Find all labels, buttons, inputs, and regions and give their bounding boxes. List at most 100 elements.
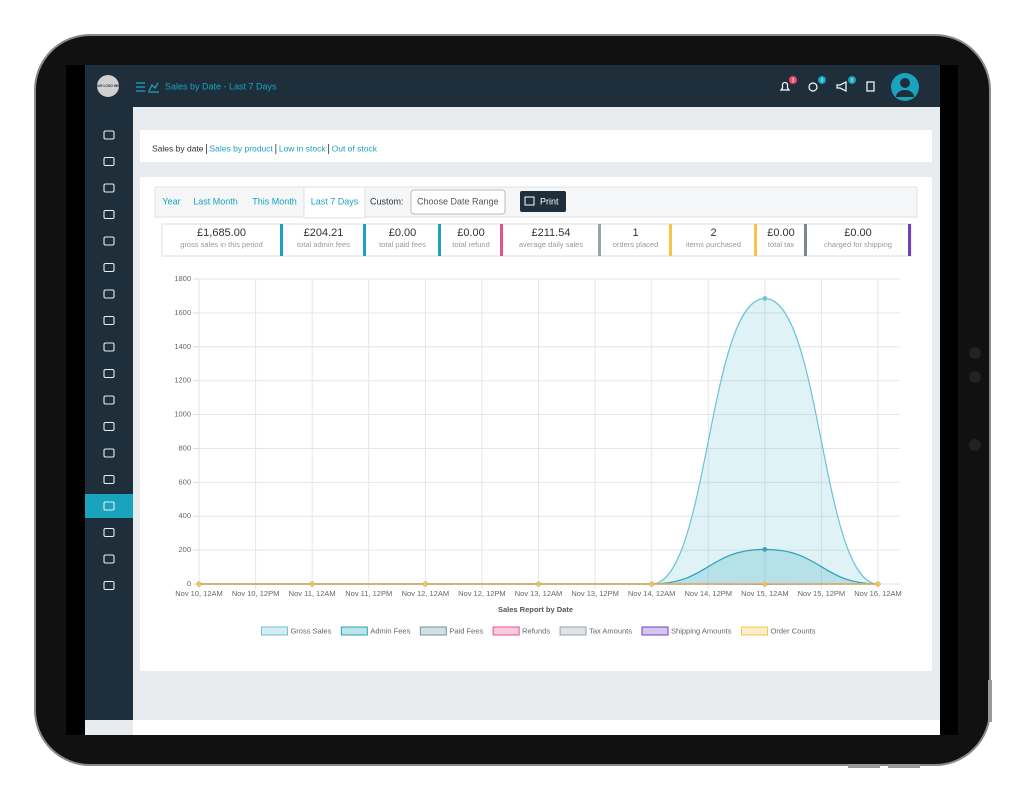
report-nav-card bbox=[140, 130, 932, 162]
stat-border bbox=[363, 224, 366, 256]
legend-item[interactable]: Paid Fees bbox=[419, 626, 483, 636]
tab[interactable]: This Month bbox=[252, 196, 297, 206]
tab[interactable]: Last Month bbox=[193, 196, 238, 206]
stat-value: £0.00 bbox=[389, 227, 417, 239]
legend-swatch bbox=[340, 626, 368, 636]
avatar-body bbox=[896, 90, 914, 97]
sidebar-icon[interactable] bbox=[103, 236, 115, 246]
stat-border bbox=[280, 224, 283, 256]
legend-swatch bbox=[419, 626, 447, 636]
x-axis-title: Sales Report by Date bbox=[498, 605, 573, 614]
sidebar-icon[interactable] bbox=[103, 289, 115, 299]
stat-value: £1,685.00 bbox=[197, 227, 246, 239]
badge-count: 3 bbox=[792, 78, 795, 84]
report-link[interactable]: Low in stock bbox=[279, 143, 327, 153]
sidebar-icon[interactable] bbox=[103, 421, 115, 432]
stat-label: total tax bbox=[768, 240, 795, 249]
sidebar-icon[interactable] bbox=[103, 580, 115, 591]
x-tick-label: Nov 13, 12AM bbox=[515, 589, 563, 598]
y-tick-label: 200 bbox=[178, 545, 191, 554]
print-label: Print bbox=[540, 196, 559, 206]
y-tick-label: 1200 bbox=[174, 376, 191, 385]
menu-icon[interactable] bbox=[136, 82, 159, 93]
stat-border bbox=[669, 224, 672, 256]
stat-label: average daily sales bbox=[519, 240, 583, 249]
legend-swatch bbox=[741, 626, 768, 636]
x-tick-label: Nov 10, 12PM bbox=[232, 589, 280, 598]
data-point bbox=[762, 296, 768, 301]
legend-swatch bbox=[641, 626, 669, 636]
stat-label: total admin fees bbox=[297, 240, 350, 249]
x-tick-label: Nov 15, 12AM bbox=[741, 589, 789, 598]
report-link[interactable]: Out of stock bbox=[332, 143, 378, 153]
legend-label: Admin Fees bbox=[370, 626, 410, 635]
sidebar-icon[interactable] bbox=[103, 368, 115, 379]
bell-icon[interactable] bbox=[779, 81, 791, 91]
stat-label: charged for shipping bbox=[824, 240, 892, 249]
legend-item[interactable]: Shipping Amounts bbox=[641, 626, 732, 636]
data-point bbox=[196, 581, 202, 587]
legend-item[interactable]: Tax Amounts bbox=[559, 626, 632, 636]
camera-dot bbox=[969, 439, 981, 451]
badge bbox=[818, 76, 826, 84]
legend-item[interactable]: Refunds bbox=[492, 626, 550, 636]
top-bar bbox=[85, 65, 940, 107]
x-tick-label: Nov 14, 12AM bbox=[628, 589, 676, 598]
stat-label: total paid fees bbox=[379, 240, 426, 249]
tab[interactable]: Year bbox=[162, 196, 180, 206]
sidebar-icon[interactable] bbox=[103, 501, 115, 511]
date-range-placeholder: Choose Date Range bbox=[417, 196, 499, 206]
x-tick-label: Nov 16, 12AM bbox=[854, 589, 902, 598]
sidebar-icon[interactable] bbox=[103, 156, 115, 167]
report-link[interactable]: Sales by product bbox=[210, 143, 274, 153]
side-button bbox=[988, 680, 992, 722]
legend-label: Refunds bbox=[522, 626, 550, 635]
sidebar-icon[interactable] bbox=[103, 527, 115, 538]
sidebar-icon[interactable] bbox=[103, 342, 115, 352]
doc-icon[interactable] bbox=[866, 81, 875, 92]
stat-label: items purchased bbox=[686, 240, 741, 249]
stat-value: £211.54 bbox=[532, 227, 571, 239]
legend-item[interactable]: Admin Fees bbox=[340, 626, 411, 636]
sidebar-icon[interactable] bbox=[103, 130, 115, 140]
y-tick-label: 0 bbox=[187, 579, 191, 588]
legend-label: Paid Fees bbox=[449, 626, 483, 635]
footer bbox=[133, 720, 940, 735]
tabs: Year Last Month This Month Last 7 Days bbox=[162, 186, 366, 219]
legend: Gross Sales Admin Fees Paid Fees Refunds Tax… bbox=[260, 626, 816, 636]
legend-label: Shipping Amounts bbox=[671, 626, 732, 635]
logo-text: YOUR LOGO HERE bbox=[93, 84, 122, 88]
sidebar-icon[interactable] bbox=[103, 474, 115, 485]
legend-item[interactable]: Gross Sales bbox=[260, 626, 332, 636]
sidebar-icon[interactable] bbox=[103, 262, 115, 273]
x-tick-label: Nov 11, 12PM bbox=[345, 589, 392, 598]
sidebar-icon[interactable] bbox=[103, 554, 115, 564]
sidebar-icon[interactable] bbox=[103, 209, 115, 220]
stat-value: 2 bbox=[710, 227, 716, 239]
stat-value: 1 bbox=[632, 227, 638, 239]
camera-dot bbox=[969, 371, 981, 383]
tab[interactable]: Last 7 Days bbox=[311, 196, 359, 206]
stat-value: £0.00 bbox=[767, 227, 795, 239]
badge bbox=[789, 76, 797, 84]
custom-label: Custom: bbox=[370, 196, 404, 206]
stat-border bbox=[908, 224, 911, 256]
legend-item[interactable]: Order Counts bbox=[741, 626, 816, 636]
sidebar-icon[interactable] bbox=[103, 183, 115, 193]
chart: 0 200 400 600 800 1000 1200 1400 1600 1800 Nov 10,… bbox=[174, 274, 902, 636]
y-tick-label: 1400 bbox=[174, 342, 191, 351]
stat-label: gross sales in this period bbox=[180, 240, 263, 249]
sidebar-icon[interactable] bbox=[103, 395, 115, 405]
badge bbox=[848, 76, 856, 84]
print-button[interactable] bbox=[520, 191, 566, 212]
help-icon[interactable] bbox=[808, 82, 818, 92]
announce-icon[interactable] bbox=[836, 81, 847, 92]
legend-swatch bbox=[492, 626, 520, 636]
sidebar-icon[interactable] bbox=[103, 448, 115, 458]
sidebar-icon[interactable] bbox=[103, 315, 115, 326]
data-point bbox=[762, 581, 768, 587]
y-tick-label: 800 bbox=[178, 443, 191, 452]
bottom-button bbox=[848, 764, 880, 768]
date-range-input[interactable] bbox=[410, 189, 506, 215]
